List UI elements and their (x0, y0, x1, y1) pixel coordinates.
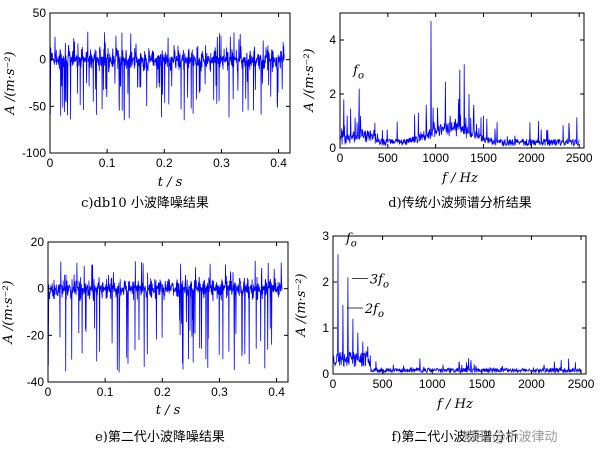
panel-e-xtick-label: 0.3 (211, 385, 228, 399)
panel-f-xtick-label: 2500 (568, 377, 595, 391)
panel-c-plot (49, 31, 285, 121)
panel-f-ytick-label: 0 (322, 367, 329, 381)
panel-d-annotations: fo (352, 64, 364, 82)
panel-f-plot (332, 254, 582, 374)
panel-c-xtick-label: 0.3 (213, 156, 230, 170)
panel-c-ticks: 0 0.1 0.2 0.3 0.4 50 0 -50 -100 (22, 6, 290, 170)
panel-c-caption: c)db10 小波降噪结果 (81, 196, 209, 211)
panel-d-plot (339, 21, 580, 147)
panel-f-ytick-label: 2 (322, 275, 329, 289)
panel-f-annotation-3: 2fo (364, 302, 384, 320)
panel-e-ytick-label: -20 (27, 328, 45, 342)
panel-f-annotation-2: 3fo (370, 272, 389, 290)
panel-f-caption: f)第二代小波频谱分析 (392, 430, 519, 445)
panel-e-ytick-label: 0 (37, 282, 44, 296)
panel-c-xtick-label: 0.4 (270, 156, 287, 170)
panel-e-series-line (47, 260, 283, 373)
panel-f-xtick-label: 1000 (419, 377, 446, 391)
panel-c-axes (49, 12, 291, 154)
watermark-text: 知乎 @小波律动 (462, 429, 557, 445)
panel-c-ytick-label: 0 (39, 53, 46, 67)
panel-d-xlabel: f / Hz (441, 171, 478, 186)
panel-e-ticks: 0 0.1 0.2 0.3 0.4 20 0 -20 -40 (27, 235, 288, 399)
panel-d-xtick-label: 500 (378, 151, 398, 165)
panel-c-xtick-label: 0 (47, 156, 54, 170)
panel-e-ylabel: A /(m·s⁻²) (1, 280, 16, 344)
panel-f-xtick-label: 1500 (468, 377, 495, 391)
panel-e-caption: e)第二代小波降噪结果 (95, 430, 225, 445)
panel-d-xtick-label: 1000 (422, 151, 449, 165)
panel-c-xlabel: t / s (158, 175, 183, 190)
panel-d-ytick-label: 4 (329, 33, 336, 47)
panel-c-xtick-label: 0.2 (156, 156, 173, 170)
panel-f-ytick-label: 1 (322, 321, 329, 335)
panel-e-xtick-label: 0.1 (97, 385, 114, 399)
panel-e-xtick-label: 0.2 (154, 385, 171, 399)
panel-f-axes (332, 235, 587, 375)
panel-f-annotations: fo 3fo 2fo (345, 231, 389, 320)
panel-c-xtick-label: 0.1 (99, 156, 116, 170)
panel-f-xtick-label: 500 (373, 377, 393, 391)
panel-d-series-line (339, 21, 580, 147)
panel-e-xtick-label: 0.4 (268, 385, 285, 399)
panel-d-axes (339, 12, 585, 149)
panel-e-axes (47, 241, 289, 383)
panel-c-ylabel: A /(m·s⁻²) (3, 51, 18, 115)
panel-d: 0 500 1000 1500 2000 2500 0 2 4 A /(m·s⁻²) f / H… (302, 12, 593, 211)
panel-e-plot (47, 260, 283, 373)
panel-e-ytick-label: -40 (27, 375, 45, 389)
panel-d-xtick-label: 2000 (518, 151, 545, 165)
panel-f-xtick-label: 2000 (518, 377, 545, 391)
panel-d-ytick-label: 0 (329, 141, 336, 155)
panel-d-ytick-label: 2 (329, 87, 336, 101)
panel-f-annotation-1: fo (345, 231, 357, 249)
panel-f-ytick-label: 3 (322, 229, 329, 243)
panel-c-series-line (49, 31, 285, 121)
panel-d-annotation-1: fo (352, 64, 364, 82)
panel-f-ticks: 0 500 1000 1500 2000 2500 0 1 2 3 (322, 229, 594, 391)
panel-d-ylabel: A /(m·s⁻²) (302, 48, 317, 112)
panel-f-xtick-label: 0 (330, 377, 337, 391)
panel-c-ytick-label: -50 (29, 99, 47, 113)
panel-d-ticks: 0 500 1000 1500 2000 2500 0 2 4 (329, 13, 593, 165)
panel-d-xtick-label: 1500 (470, 151, 497, 165)
panel-d-xtick-label: 0 (337, 151, 344, 165)
panel-f: 0 500 1000 1500 2000 2500 0 1 2 3 A /(m·s⁻²) f / … (294, 229, 595, 445)
panel-c: 0 0.1 0.2 0.3 0.4 50 0 -50 -100 A /(m·s⁻²) t / s… (3, 6, 291, 211)
panel-e-xlabel: t / s (156, 403, 181, 418)
panel-e-ytick-label: 20 (31, 235, 45, 249)
panel-c-ytick-label: -100 (22, 146, 46, 160)
panel-f-ylabel: A /(m·s⁻²) (294, 273, 309, 337)
panel-f-series-line (332, 254, 582, 374)
panel-c-ytick-label: 50 (33, 6, 47, 20)
panel-e-xtick-label: 0 (45, 385, 52, 399)
panel-d-caption: d)传统小波频谱分析结果 (388, 196, 531, 211)
panel-f-xlabel: f / Hz (436, 397, 473, 412)
panel-d-xtick-label: 2500 (566, 151, 593, 165)
